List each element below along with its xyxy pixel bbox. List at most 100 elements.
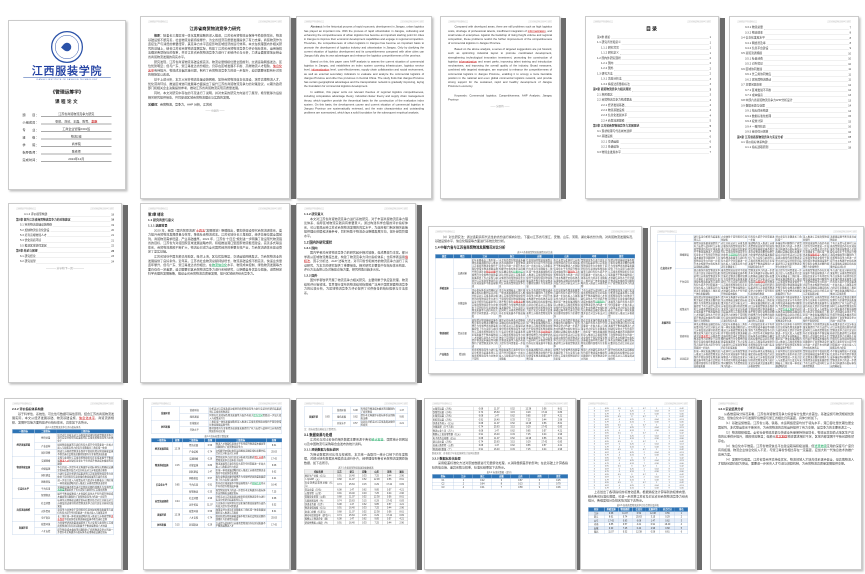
toc-page-number: 17 (848, 135, 851, 139)
paragraph: 江苏省地处中国东部沿海地区，毗邻上海，区位优势明显，交通运输网络发达，为商贸物流… (148, 254, 282, 276)
table-cell: 产出效益 (434, 348, 454, 361)
toc-entry-text: 3.4.1 网络普及率 (745, 41, 766, 45)
toc-entry-text: 4.1 评价指标体系构建 (741, 140, 768, 144)
table-cell: 4.21 (395, 487, 408, 492)
table-cell: 2.96 (204, 494, 216, 502)
toc-entry-text: 2.2 商贸物流竞争力构成要素 (597, 98, 632, 102)
page-thumbnail-1[interactable]: 江西服装学院 JIANGXI INSTITUTE OF FASHION TECHN… (8, 20, 126, 190)
paragraph: （1）基础设施维度。江苏省公路、铁路、水运网络密度均处于领先水平，港口吞吐量长期… (718, 421, 854, 430)
page-thumbnail-2[interactable]: 江西服装学院课程论文 江苏省商贸物流竞争力研究 江苏省商贸物流竞争力研究 摘要：随着长… (140, 16, 290, 199)
toc-page-number: 24 (111, 260, 114, 263)
page-thumbnail-17[interactable]: 江西服装学院课程论文 江苏省商贸物流竞争力研究 4.2.3 实证结果分析 从各维度得分… (710, 398, 862, 570)
toc-entry-text: 3.7.2 成本偏高 (745, 93, 763, 97)
page-content: 江西服装学院课程论文 江苏省商贸物流竞争力研究 3.3.1 物流总量 7 3.3.2 物… (730, 17, 858, 198)
table-cell: 贸物流业保持平稳较快增长物流基础设施不断完善社会物流总额持续攀升为全省经济高质量… (802, 349, 830, 369)
table-cell: 基础设施 (434, 258, 454, 319)
table-cell: 2.96 (395, 520, 408, 525)
table-cell: 交通运输 (453, 258, 472, 289)
paragraph: 上表给出了各项指标的标准化结果。根据熵权法计算得到的权重向量，结合各省标准化数据… (588, 490, 688, 503)
paragraph-english: Keywords: Commercial logistics; Competit… (448, 94, 552, 102)
page-header: 江西服装学院课程论文 江苏省商贸物流竞争力研究 (448, 21, 552, 24)
page-edge-shadow (291, 205, 296, 383)
table-cell: 7.25 (266, 488, 282, 496)
table-cell: 区域联动 (182, 521, 205, 529)
grid-cell: 0.79 (600, 486, 614, 490)
numeric-grid-table: 2 0.95 0.5 3 0.7 1 1 0.42 3 0.87 6 0.25 2 0.64 8 0.13 5 0… (588, 406, 688, 490)
table-cell: 9.85 (395, 413, 408, 421)
page-header-right: 江苏省商贸物流竞争力研究 (384, 402, 408, 405)
toc-entry: 1.1.1 研究背景 1 (593, 45, 711, 50)
page-thumbnail-15[interactable]: 江西服装学院课程论文 江苏省商贸物流竞争力研究 公路货运量（万吨） 0.68 11.07… (424, 398, 576, 570)
table-cell: 息化水平有待提升物流成本偏高等问题制约了商贸物流竞争力的进一步提升本文构建评价指… (552, 318, 581, 349)
toc-page-number: 8 (849, 31, 851, 35)
toc-entry: 3.5.1 社会消费 10 (737, 56, 851, 61)
page-content: 江西服装学院课程论文 江苏省商贸物流竞争力研究 2 0.95 0.5 3 0.7 1 1 0.42… (581, 399, 695, 569)
toc-entry-text: 1.1.2 研究意义 (601, 51, 619, 55)
table-cell: 0.74 (204, 514, 216, 522)
table-cell: 12.38 (171, 442, 183, 456)
table-cell: 力进行实证分析研究结果表明江苏省商贸物流竞争力总体处于前列但在信息化绿色物流发展… (56, 472, 114, 479)
toc-entry-text: 5.3 培育高端物流人才 (20, 233, 47, 237)
table-cell: 综合评价 (656, 349, 676, 369)
toc-entry: 第3章 江苏省商贸物流竞争力发展现状 5 (593, 123, 711, 128)
page-thumbnail-13[interactable]: 江西服装学院课程论文 江苏省商贸物流竞争力研究 发展环境 营商环境 分析法对江苏省及周边… (143, 398, 290, 570)
page-header-right: 江苏省商贸物流竞争力研究 (664, 402, 688, 405)
page-content: 江西服装学院课程论文 江苏省商贸物流竞争力研究 2.2.2 评价指标体系构建 基于科学… (5, 399, 121, 569)
page-title: 江苏省商贸物流竞争力研究 (189, 26, 241, 31)
table-cell: 8.61 (395, 495, 408, 499)
toc-page-number: 3 (709, 88, 711, 91)
page-header-right: 江苏省商贸物流竞争力研究 (528, 20, 552, 23)
page-header-left: 江西服装学院课程论文 (435, 230, 455, 233)
table-cell: 力支撑与此同时江苏省商贸物流仍存在区域发展不平衡高端物流人才 (215, 521, 267, 529)
page-header: 江西服装学院课程论文 江苏省商贸物流竞争力研究 (148, 208, 282, 211)
table-cell: 提升本文构建评价指标体系运用熵权法确 (360, 413, 396, 421)
paragraph: 摘要：随着长三角区域一体化发展战略的深入推进，江苏省商贸物流业保持平稳较快增长，… (148, 33, 282, 59)
table-cell: 园区建设 (182, 468, 205, 476)
page-thumbnail-8[interactable]: 江西服装学院课程论文 江苏省商贸物流竞争力研究 第1章 绪论 1.1 研究背景与意义 1… (140, 203, 290, 383)
page-thumbnail-6[interactable]: 江西服装学院课程论文 江苏省商贸物流竞争力研究 3.3.1 物流总量 7 3.3.2 物… (729, 16, 859, 199)
table-cell: 贸物流竞争力进行实证分析研究结果表明江苏省商贸物流竞争力总体处于前列 (215, 455, 267, 463)
table-cell: 9.85 (171, 475, 183, 496)
page-thumbnail-14[interactable]: 江西服装学院课程论文 江苏省商贸物流竞争力研究 发展环境 0.83 营商环境 6.08 有待… (296, 398, 416, 570)
table-cell: 人才支撑 (182, 514, 205, 522)
toc-entry: 5.4 优化营商环境 21 (16, 238, 114, 243)
page-thumbnail-3[interactable]: 江西服装学院课程论文 江苏省商贸物流竞争力研究 Abstract: In the h… (296, 16, 432, 199)
paragraph: 采用极差标准化方法对原始数据进行无量纲化处理，以消除量纲差异的影响；在此基础上计… (432, 461, 568, 470)
table-cell: 16.40 (488, 447, 505, 452)
subsection-heading: 1.2.1 国内 (304, 246, 318, 250)
table-cell: 标权重并结合对比分析法对江苏省及周边省份的商贸物流竞争力进行实证分析研究结果表明… (829, 322, 858, 350)
cover-field-label: 专 业： (22, 128, 39, 132)
page-thumbnail-16[interactable]: 江西服装学院课程论文 江苏省商贸物流竞争力研究 2 0.95 0.5 3 0.7 1 1 0.42… (580, 398, 696, 570)
cover-field: 小组成员： 张晓、刘欣、王磊、陈雪、李明 (23, 119, 112, 125)
page-edge-shadow (577, 400, 582, 570)
page-thumbnail-9[interactable]: 江西服装学院课程论文 江苏省商贸物流竞争力研究 1.1.2 研究意义 本文对江苏省商贸… (296, 203, 416, 383)
toc-page-number: 3 (709, 82, 711, 86)
table-cell: 供了有力支撑与此同时江苏省商贸物流仍存在区域发展不平衡高端物流人才短缺信息化水平… (607, 318, 636, 349)
toc-entry: 3.5 商贸流通规模 10 (737, 51, 851, 56)
toc-entry-text: 6.1 研究结论 (20, 254, 36, 258)
toc-page-number: 15 (848, 115, 851, 118)
table-cell: 4 (453, 485, 473, 490)
toc-entry-text: 5.4 优化营商环境 (20, 238, 42, 242)
subsection-heading: 2.2.2 评价指标体系构建 (12, 407, 44, 411)
page-thumbnail-12[interactable]: 江西服装学院课程论文 江苏省商贸物流竞争力研究 2.2.2 评价指标体系构建 基于科学… (4, 398, 122, 570)
page-thumbnail-10[interactable]: 江西服装学院课程论文 江苏省商贸物流竞争力研究 （3）对比研究法：通过选取具有代表性… (428, 226, 642, 374)
page-thumbnail-7[interactable]: 江西服装学院课程论文 江苏省商贸物流竞争力研究 4.1.2 评价模型构建 18 第5章 … (8, 203, 122, 383)
page-thumbnail-11[interactable]: 江西服装学院课程论文 江苏省商贸物流竞争力研究 进行实证分析研究结果表明江苏 力总体处… (650, 226, 864, 374)
page-header-right: 江苏省商贸物流竞争力研究 (258, 20, 282, 23)
table-cell: 善社会物流总额持续攀升为全省经济高质量发展提供了有力支撑与此同时 (215, 475, 267, 482)
toc-entry: 1.2 国内外研究现状 2 (593, 55, 711, 60)
page-thumbnail-4[interactable]: 江西服装学院课程论文 江苏省商贸物流竞争力研究 Compared with deve… (440, 16, 560, 199)
toc-entry: 1.3.2 熵权法质量指标法 3 (593, 82, 711, 87)
toc-page-number: 10 (848, 52, 851, 56)
paragraph: （4）发展环境维度。江苏省营商环境持续优化，物流领域人才培养体系逐步健全，但高端… (718, 457, 854, 466)
paragraph: 研究发现，江苏省商贸物流基础设施完善，物流总量规模位居全国前列，交通运输网络发达… (148, 60, 282, 77)
toc-entry-text: 3.2.1 交通运输 (601, 139, 619, 143)
data-table: 发展环境 营商环境 分析法对江苏省及周边省份的商贸物流竞争力进行实证分析研究结果表明… (150, 406, 282, 434)
cover-field-label: 题 目： (22, 113, 39, 117)
toc-entry: 3.9 数据来源与处理 14 (737, 103, 851, 108)
toc-entry-text: 3.9.1 指标体系构建 (745, 109, 769, 113)
toc-page-number: 5 (709, 129, 711, 133)
data-table: 发展环境 0.83 营商环境 6.08 有待提升物流成本偏高等问题制约了商贸物流 1.47… (304, 406, 408, 427)
page-thumbnail-5[interactable]: 江西服装学院课程论文 江苏省商贸物流竞争力研究 目录 第1章 绪论 1 1.1 研究背景和… (585, 16, 719, 199)
